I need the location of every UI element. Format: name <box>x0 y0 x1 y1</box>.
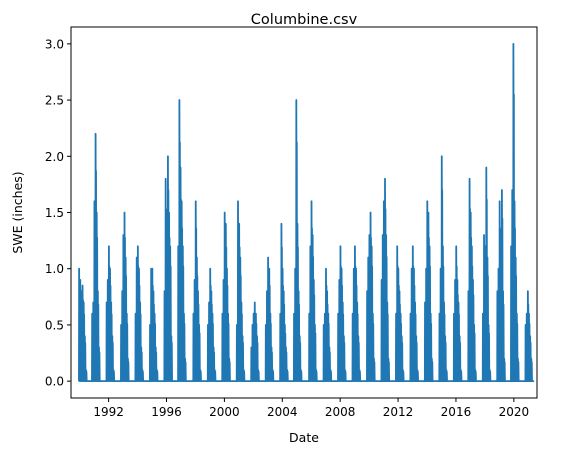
x-tick-label: 1992 <box>93 405 124 419</box>
x-tick-label: 2008 <box>325 405 356 419</box>
x-tick-label: 2000 <box>209 405 240 419</box>
x-tick-label: 1996 <box>151 405 182 419</box>
y-tick-label: 3.0 <box>45 37 64 51</box>
y-tick-label: 2.5 <box>45 94 64 108</box>
x-axis: 1992 1996 2000 2004 2008 2012 2016 2020 <box>93 398 529 419</box>
y-tick-label: 0.5 <box>45 318 64 332</box>
y-axis: 0.0 0.5 1.0 1.5 2.0 2.5 3.0 <box>45 37 71 389</box>
y-axis-label: SWE (inches) <box>10 171 25 253</box>
series-line-swe <box>78 42 535 383</box>
y-tick-label: 2.0 <box>45 150 64 164</box>
x-tick-label: 2004 <box>267 405 298 419</box>
x-tick-label: 2020 <box>499 405 530 419</box>
y-tick-label: 1.0 <box>45 262 64 276</box>
x-tick-label: 2016 <box>441 405 472 419</box>
x-axis-label: Date <box>289 430 319 445</box>
x-tick-label: 2012 <box>383 405 414 419</box>
y-tick-label: 0.0 <box>45 375 64 389</box>
chart-title: Columbine.csv <box>251 12 358 28</box>
y-tick-label: 1.5 <box>45 206 64 220</box>
plot-area <box>78 42 535 383</box>
